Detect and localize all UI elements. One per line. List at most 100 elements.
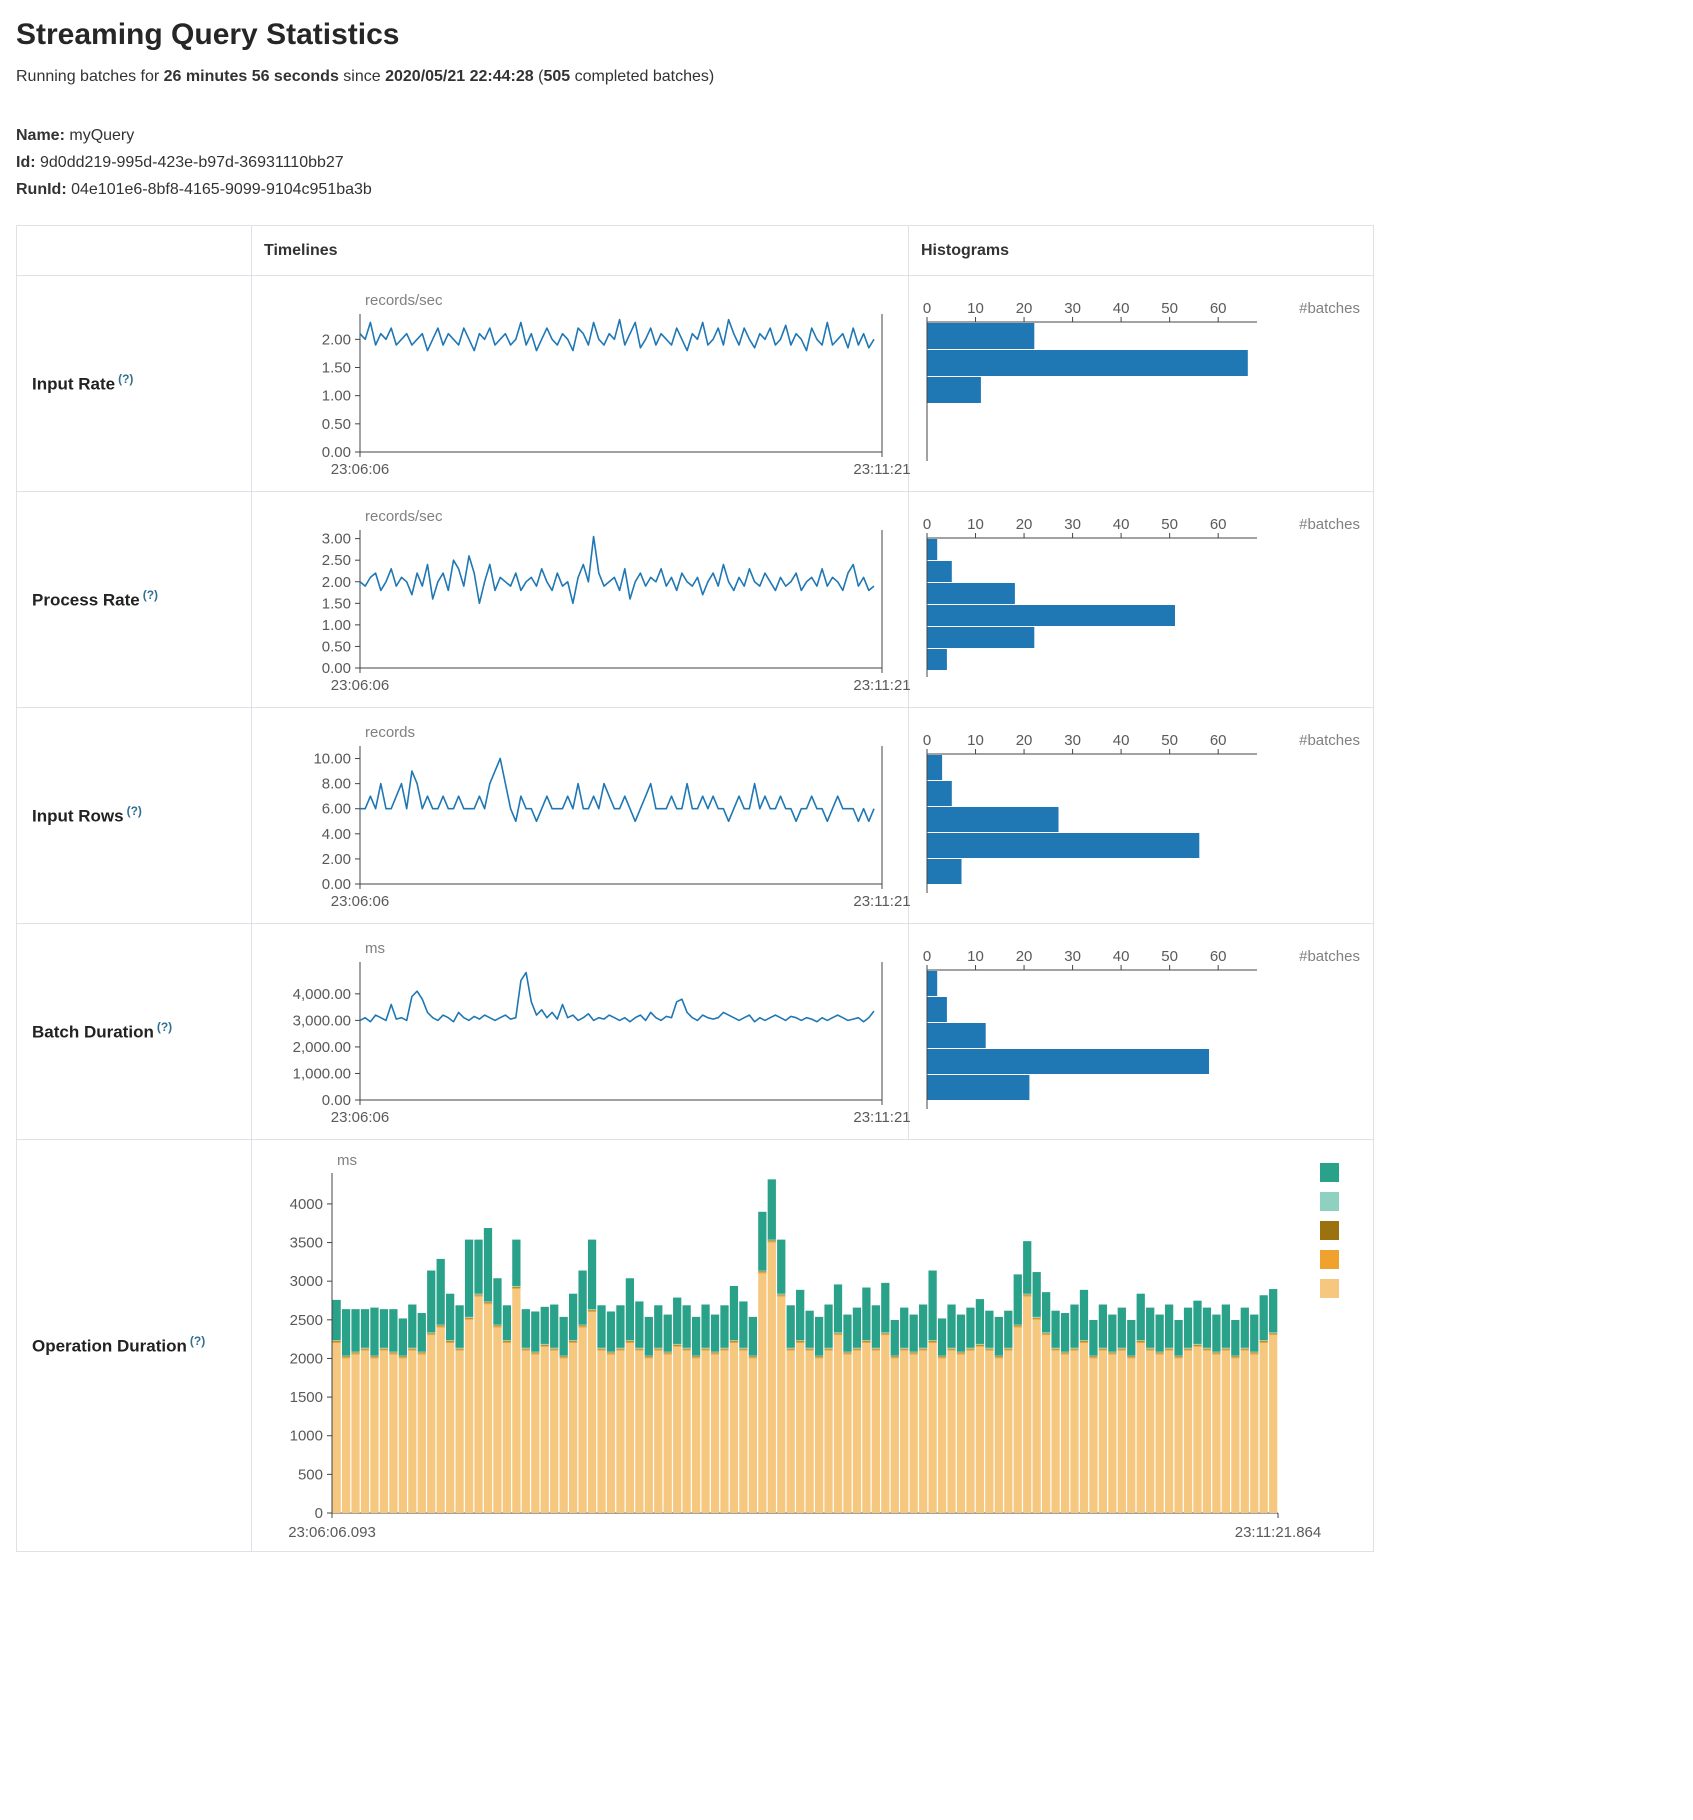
input-rate-timeline-chart: records/sec 0.00 0.50 1.00 1.50 2.00 23:06:06 2… xyxy=(260,288,911,480)
svg-text:50: 50 xyxy=(1161,732,1178,749)
svg-text:1,000.00: 1,000.00 xyxy=(293,1065,351,1082)
svg-text:23:11:21.864: 23:11:21.864 xyxy=(1235,1524,1321,1541)
svg-text:#batches: #batches xyxy=(1299,732,1360,749)
query-id-label: Id: xyxy=(16,154,36,171)
query-runid-line: RunId: 04e101e6-8bf8-4165-9099-9104c951b… xyxy=(16,176,1677,203)
legend-swatch xyxy=(1320,1220,1339,1240)
status-close: completed batches) xyxy=(570,68,715,85)
svg-text:2.00: 2.00 xyxy=(322,331,351,348)
query-id-line: Id: 9d0dd219-995d-423e-b97d-36931110bb27 xyxy=(16,149,1677,176)
svg-text:2000: 2000 xyxy=(290,1350,323,1367)
row-input-rate: Input Rate (?) records/sec 0.00 0.50 1.00 1.5… xyxy=(16,275,1374,492)
svg-text:0: 0 xyxy=(923,732,931,749)
svg-text:10: 10 xyxy=(967,516,984,533)
svg-text:10: 10 xyxy=(967,948,984,965)
operation-duration-label: Operation Duration (?) xyxy=(16,1139,252,1552)
svg-text:23:11:21: 23:11:21 xyxy=(853,1109,910,1126)
status-batch-count: 505 xyxy=(543,68,571,85)
legend-swatch xyxy=(1320,1278,1339,1298)
status-line: Running batches for 26 minutes 56 second… xyxy=(16,68,1677,86)
operation-duration-legend xyxy=(1320,1162,1339,1298)
svg-text:23:06:06: 23:06:06 xyxy=(331,893,389,910)
svg-text:records: records xyxy=(365,724,415,741)
svg-text:3,000.00: 3,000.00 xyxy=(293,1012,351,1029)
svg-text:60: 60 xyxy=(1210,300,1227,317)
row-input-rows: Input Rows (?) records 0.00 2.00 4.00 6.00 8.0… xyxy=(16,707,1374,924)
svg-text:0: 0 xyxy=(923,948,931,965)
batch-duration-label: Batch Duration (?) xyxy=(16,923,252,1140)
input-rows-timeline-chart: records 0.00 2.00 4.00 6.00 8.00 10.00 23:06:06… xyxy=(260,720,910,912)
svg-text:40: 40 xyxy=(1113,300,1130,317)
status-since: 2020/05/21 22:44:28 xyxy=(385,68,534,85)
input-rate-help-icon[interactable]: (?) xyxy=(118,372,134,387)
svg-text:30: 30 xyxy=(1064,732,1081,749)
legend-swatch xyxy=(1320,1162,1339,1182)
svg-text:20: 20 xyxy=(1016,300,1033,317)
svg-text:1.50: 1.50 xyxy=(322,595,351,612)
svg-text:40: 40 xyxy=(1113,516,1130,533)
svg-text:8.00: 8.00 xyxy=(322,775,351,792)
svg-text:4,000.00: 4,000.00 xyxy=(293,985,351,1002)
query-name-value: myQuery xyxy=(69,127,135,144)
operation-duration-chart: ms 0 500 1000 1500 2000 2500 3000 3500 4000 23:06:… xyxy=(260,1147,1321,1545)
svg-text:10: 10 xyxy=(967,732,984,749)
input-rate-histogram-chart: 0 10 20 30 40 50 60 #batches xyxy=(917,296,1365,471)
svg-text:23:11:21: 23:11:21 xyxy=(853,677,910,694)
svg-text:3000: 3000 xyxy=(290,1273,323,1290)
metric-name: Input Rows xyxy=(32,806,124,826)
legend-swatch xyxy=(1320,1191,1339,1211)
svg-text:#batches: #batches xyxy=(1299,300,1360,317)
svg-text:23:11:21: 23:11:21 xyxy=(853,461,910,478)
input-rate-label: Input Rate (?) xyxy=(16,275,252,492)
input-rows-help-icon[interactable]: (?) xyxy=(126,804,142,819)
svg-text:2.00: 2.00 xyxy=(322,850,351,867)
svg-text:1000: 1000 xyxy=(290,1427,323,1444)
metric-name: Batch Duration xyxy=(32,1022,154,1042)
metric-name: Operation Duration xyxy=(32,1336,187,1356)
process-rate-timeline-chart: records/sec 0.00 0.50 1.00 1.50 2.00 2.50 3.00 2… xyxy=(260,504,911,696)
svg-text:0: 0 xyxy=(923,300,931,317)
svg-text:20: 20 xyxy=(1016,516,1033,533)
query-name-label: Name: xyxy=(16,127,65,144)
stats-table: Timelines Histograms Input Rate (?) recor… xyxy=(16,225,1374,1552)
svg-text:30: 30 xyxy=(1064,516,1081,533)
svg-text:23:06:06: 23:06:06 xyxy=(331,677,389,694)
svg-text:500: 500 xyxy=(298,1466,323,1483)
svg-text:40: 40 xyxy=(1113,948,1130,965)
svg-text:ms: ms xyxy=(337,1152,357,1169)
svg-text:23:06:06: 23:06:06 xyxy=(331,461,389,478)
svg-text:2.50: 2.50 xyxy=(322,552,351,569)
svg-text:6.00: 6.00 xyxy=(322,800,351,817)
batch-duration-histogram-chart: 0 10 20 30 40 50 60 #batches xyxy=(917,944,1365,1119)
svg-text:0.00: 0.00 xyxy=(322,1092,351,1109)
query-meta: Name: myQuery Id: 9d0dd219-995d-423e-b97… xyxy=(16,122,1677,203)
svg-text:40: 40 xyxy=(1113,732,1130,749)
page-title: Streaming Query Statistics xyxy=(16,18,400,51)
svg-text:60: 60 xyxy=(1210,516,1227,533)
table-header-row: Timelines Histograms xyxy=(16,225,1374,276)
svg-text:20: 20 xyxy=(1016,948,1033,965)
svg-text:#batches: #batches xyxy=(1299,516,1360,533)
header-timelines: Timelines xyxy=(251,225,909,276)
svg-text:50: 50 xyxy=(1161,516,1178,533)
svg-text:23:06:06: 23:06:06 xyxy=(331,1109,389,1126)
operation-duration-help-icon[interactable]: (?) xyxy=(189,1334,206,1349)
query-name-line: Name: myQuery xyxy=(16,122,1677,149)
svg-text:1.00: 1.00 xyxy=(322,616,351,633)
svg-text:30: 30 xyxy=(1064,948,1081,965)
input-rows-histogram-chart: 0 10 20 30 40 50 60 #batches xyxy=(917,728,1365,903)
process-rate-help-icon[interactable]: (?) xyxy=(142,588,159,603)
svg-text:10: 10 xyxy=(967,300,984,317)
svg-text:23:11:21: 23:11:21 xyxy=(853,893,910,910)
batch-duration-timeline-chart: ms 0.00 1,000.00 2,000.00 3,000.00 4,000.00 23… xyxy=(260,936,911,1128)
svg-text:60: 60 xyxy=(1210,732,1227,749)
input-rows-label: Input Rows (?) xyxy=(16,707,252,924)
svg-text:0.00: 0.00 xyxy=(322,876,351,893)
row-process-rate: Process Rate (?) records/sec 0.00 0.50 1.00 1… xyxy=(16,491,1374,708)
svg-text:#batches: #batches xyxy=(1299,948,1360,965)
svg-text:23:06:06.093: 23:06:06.093 xyxy=(288,1524,376,1541)
batch-duration-help-icon[interactable]: (?) xyxy=(156,1020,173,1035)
svg-text:30: 30 xyxy=(1064,300,1081,317)
row-operation-duration: Operation Duration (?) ms 0 500 1000 1500 2000… xyxy=(16,1139,1374,1552)
process-rate-label: Process Rate (?) xyxy=(16,491,252,708)
